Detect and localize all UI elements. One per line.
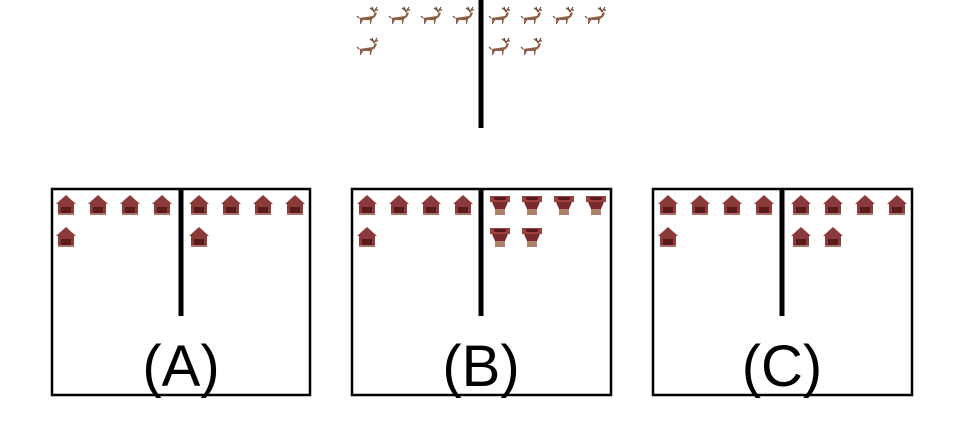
deer-icon xyxy=(357,7,378,24)
option-c-label: (C) xyxy=(742,334,823,399)
house-icon xyxy=(791,195,811,215)
vase-icon xyxy=(522,228,542,247)
house-icon xyxy=(855,195,875,215)
deer-icon xyxy=(357,38,378,55)
house-icon xyxy=(722,195,742,215)
option-b-panel[interactable]: (B) xyxy=(352,189,611,399)
vase-icon xyxy=(490,228,510,247)
deer-icon xyxy=(521,38,542,55)
deer-icon xyxy=(453,7,474,24)
house-icon xyxy=(56,195,76,215)
house-icon xyxy=(88,195,108,215)
option-a-left-group xyxy=(56,195,172,247)
house-icon xyxy=(189,227,209,247)
house-icon xyxy=(285,195,305,215)
top-left-group xyxy=(357,7,474,55)
house-icon xyxy=(253,195,273,215)
house-icon xyxy=(754,195,774,215)
vase-icon xyxy=(490,196,510,215)
option-a-label: (A) xyxy=(142,334,219,399)
deer-icon xyxy=(585,7,606,24)
house-icon xyxy=(189,195,209,215)
vase-icon xyxy=(522,196,542,215)
option-b-left-group xyxy=(357,195,473,247)
vase-icon xyxy=(554,196,574,215)
house-icon xyxy=(453,195,473,215)
deer-icon xyxy=(521,7,542,24)
house-icon xyxy=(887,195,907,215)
deer-icon xyxy=(489,7,510,24)
house-icon xyxy=(690,195,710,215)
top-figure xyxy=(357,0,606,128)
deer-icon xyxy=(389,7,410,24)
deer-icon xyxy=(553,7,574,24)
option-c-right-group xyxy=(791,195,907,247)
option-b-right-group xyxy=(490,196,606,247)
house-icon xyxy=(357,195,377,215)
house-icon xyxy=(120,195,140,215)
house-icon xyxy=(56,227,76,247)
house-icon xyxy=(421,195,441,215)
option-a-right-group xyxy=(189,195,305,247)
vase-icon xyxy=(586,196,606,215)
house-icon xyxy=(791,227,811,247)
deer-icon xyxy=(421,7,442,24)
house-icon xyxy=(152,195,172,215)
option-a-panel[interactable]: (A) xyxy=(52,189,310,399)
deer-icon xyxy=(489,38,510,55)
top-right-group xyxy=(489,7,606,55)
house-icon xyxy=(658,227,678,247)
house-icon xyxy=(221,195,241,215)
house-icon xyxy=(389,195,409,215)
house-icon xyxy=(357,227,377,247)
option-c-left-group xyxy=(658,195,774,247)
house-icon xyxy=(658,195,678,215)
option-c-panel[interactable]: (C) xyxy=(653,189,912,399)
house-icon xyxy=(823,227,843,247)
house-icon xyxy=(823,195,843,215)
option-b-label: (B) xyxy=(442,334,519,399)
